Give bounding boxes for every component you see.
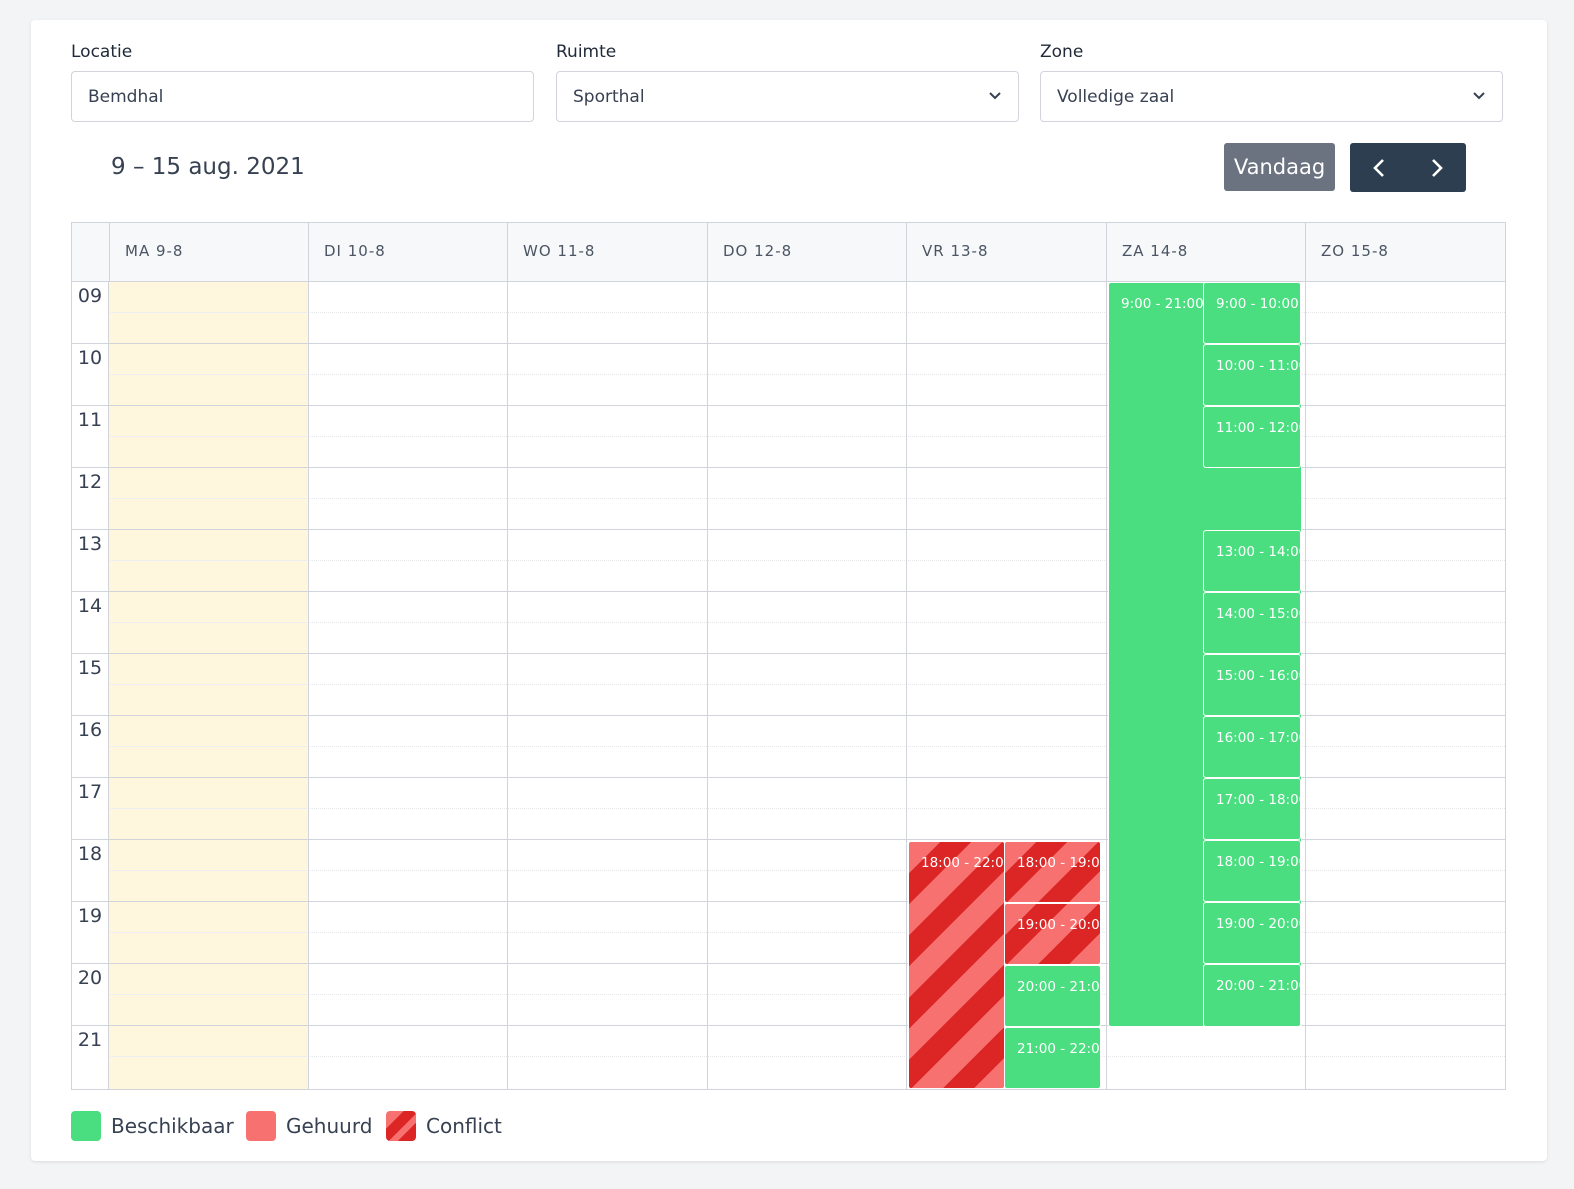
- week-calendar: MA 9-8 DI 10-8 WO 11-8 DO 12-8 VR 13-8 Z…: [71, 222, 1506, 1090]
- hour-row: 10: [72, 343, 1505, 405]
- day-header-sat: ZA 14-8: [1106, 223, 1305, 281]
- hour-label: 14: [77, 595, 103, 617]
- day-header-mon: MA 9-8: [109, 223, 308, 281]
- day-header-wed: WO 11-8: [507, 223, 707, 281]
- booking-event-available[interactable]: 20:00 - 21:00: [1004, 965, 1101, 1027]
- chevron-left-icon: [1373, 158, 1384, 177]
- hour-row: 11: [72, 405, 1505, 467]
- planner-card: Locatie Bemdhal Ruimte Sporthal Zone Vol…: [31, 20, 1547, 1161]
- hour-row: 19: [72, 901, 1505, 963]
- booking-event-available[interactable]: 9:00 - 10:00: [1203, 282, 1301, 344]
- booking-event-conflict[interactable]: 18:00 - 19:00: [1004, 841, 1101, 903]
- date-range-title: 9 – 15 aug. 2021: [111, 154, 305, 180]
- booking-event-available[interactable]: 11:00 - 12:00: [1203, 406, 1301, 468]
- hour-label: 10: [77, 347, 103, 369]
- day-header-thu: DO 12-8: [707, 223, 906, 281]
- hour-label: 12: [77, 471, 103, 493]
- booking-event-available[interactable]: 16:00 - 17:00: [1203, 716, 1301, 778]
- calendar-header: MA 9-8 DI 10-8 WO 11-8 DO 12-8 VR 13-8 Z…: [72, 223, 1505, 282]
- today-column-highlight: [109, 281, 308, 1089]
- hour-row: 09: [72, 281, 1505, 343]
- location-input[interactable]: Bemdhal: [71, 71, 534, 122]
- hour-row: 17: [72, 777, 1505, 839]
- hour-label: 15: [77, 657, 103, 679]
- day-header-fri: VR 13-8: [906, 223, 1106, 281]
- booking-event-available[interactable]: 10:00 - 11:00: [1203, 344, 1301, 406]
- hour-label: 21: [77, 1029, 103, 1051]
- conflict-swatch: [386, 1111, 416, 1141]
- legend-rented: Gehuurd: [246, 1110, 372, 1142]
- day-header-sun: ZO 15-8: [1305, 223, 1505, 281]
- hour-row: 15: [72, 653, 1505, 715]
- legend-conflict: Conflict: [386, 1110, 502, 1142]
- hour-label: 09: [77, 285, 103, 307]
- hour-label: 19: [77, 905, 103, 927]
- hour-row: 14: [72, 591, 1505, 653]
- booking-event-available[interactable]: 19:00 - 20:00: [1203, 902, 1301, 964]
- booking-event-available[interactable]: 14:00 - 15:00: [1203, 592, 1301, 654]
- zone-value: Volledige zaal: [1057, 87, 1175, 107]
- today-button[interactable]: Vandaag: [1224, 143, 1335, 191]
- booking-event-conflict[interactable]: 18:00 - 22:00: [908, 841, 1005, 1089]
- hour-label: 16: [77, 719, 103, 741]
- chevron-down-icon: [1473, 92, 1485, 100]
- location-label: Locatie: [71, 42, 133, 62]
- rented-swatch: [246, 1111, 276, 1141]
- legend-label: Beschikbaar: [111, 1114, 234, 1138]
- booking-event-available[interactable]: 18:00 - 19:00: [1203, 840, 1301, 902]
- hour-label: 13: [77, 533, 103, 555]
- hour-label: 11: [77, 409, 103, 431]
- hour-row: 12: [72, 467, 1505, 529]
- location-value: Bemdhal: [88, 87, 164, 107]
- hour-label: 20: [77, 967, 103, 989]
- available-swatch: [71, 1111, 101, 1141]
- room-value: Sporthal: [573, 87, 645, 107]
- booking-event-available[interactable]: 17:00 - 18:00: [1203, 778, 1301, 840]
- room-label: Ruimte: [556, 42, 617, 62]
- chevron-right-icon: [1432, 158, 1443, 177]
- legend-available: Beschikbaar: [71, 1110, 234, 1142]
- booking-event-available[interactable]: 20:00 - 21:00: [1203, 964, 1301, 1027]
- booking-event-available[interactable]: 13:00 - 14:00: [1203, 530, 1301, 592]
- hour-label: 18: [77, 843, 103, 865]
- zone-label: Zone: [1040, 42, 1084, 62]
- legend-label: Conflict: [426, 1114, 502, 1138]
- legend-label: Gehuurd: [286, 1114, 373, 1138]
- next-week-button[interactable]: [1408, 143, 1466, 192]
- hour-row: 18: [72, 839, 1505, 901]
- day-header-tue: DI 10-8: [308, 223, 507, 281]
- booking-event-available[interactable]: 15:00 - 16:00: [1203, 654, 1301, 716]
- hour-row: 13: [72, 529, 1505, 591]
- booking-event-conflict[interactable]: 19:00 - 20:00: [1004, 903, 1101, 965]
- prev-week-button[interactable]: [1350, 143, 1408, 192]
- room-select[interactable]: Sporthal: [556, 71, 1019, 122]
- booking-event-available[interactable]: 21:00 - 22:00: [1004, 1027, 1101, 1089]
- chevron-down-icon: [989, 92, 1001, 100]
- hour-row: 20: [72, 963, 1505, 1025]
- hour-row: 16: [72, 715, 1505, 777]
- zone-select[interactable]: Volledige zaal: [1040, 71, 1503, 122]
- hour-row: 21: [72, 1025, 1505, 1087]
- hour-label: 17: [77, 781, 103, 803]
